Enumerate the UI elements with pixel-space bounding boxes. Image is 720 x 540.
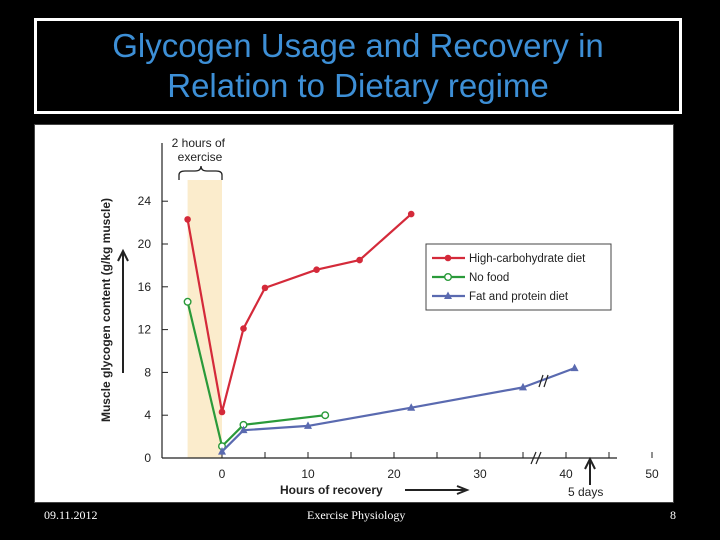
high-carb-point-2 (240, 325, 247, 332)
high-carb-point-6 (407, 210, 415, 218)
slide-title-line-2: Relation to Dietary regime (167, 67, 549, 104)
slide-title-box: Glycogen Usage and Recovery in Relation … (34, 18, 682, 114)
x-axis-arrow (405, 485, 470, 495)
exercise-brace (178, 165, 223, 180)
legend: High-carbohydrate diet No food Fat and pro… (432, 253, 586, 303)
x-axis-break (530, 451, 542, 465)
x-tick-label-8: 40 (559, 467, 573, 481)
high-carb-point-1 (218, 408, 226, 416)
legend-marker-no-food (444, 272, 453, 281)
high-carb-point-3 (261, 284, 269, 292)
page-number: 8 (670, 508, 676, 522)
x-tick-label-4: 20 (387, 467, 401, 481)
glycogen-chart: 2 hours of exercise 0 4 8 12 16 20 24 0 10 20 30 4… (99, 136, 659, 499)
footer-center-text: Exercise Physiology (307, 508, 406, 522)
legend-label-high-carb: High-carbohydrate diet (469, 253, 586, 265)
fat-protein-point-1 (239, 425, 248, 434)
footer-date: 09.11.2012 (44, 508, 98, 522)
y-tick-label-1: 4 (144, 408, 151, 422)
high-carb-point-4 (313, 266, 320, 273)
legend-label-fat-protein: Fat and protein diet (469, 291, 569, 303)
y-axis-arrow (117, 248, 129, 373)
series-layer (183, 210, 579, 455)
no-food-point-0 (183, 297, 192, 306)
five-days-label: 5 days (568, 485, 603, 499)
y-axis-ticks: 0 4 8 12 16 20 24 (138, 194, 168, 465)
fat-protein-line (221, 367, 575, 453)
x-axis-ticks: 0 10 20 30 40 50 (219, 452, 659, 481)
fat-protein-point-5 (570, 363, 579, 372)
series-break (538, 374, 549, 388)
y-tick-label-5: 20 (138, 237, 152, 251)
legend-marker-high-carb (444, 254, 452, 262)
slide-title-line-1: Glycogen Usage and Recovery in (112, 27, 604, 64)
high-carb-point-0 (184, 216, 191, 223)
fat-protein-point-2 (304, 421, 312, 429)
y-axis-label: Muscle glycogen content (g/kg muscle) (99, 198, 113, 422)
no-food-line (186, 301, 326, 448)
high-carb-point-5 (356, 256, 363, 264)
fat-protein-point-4 (519, 382, 527, 391)
y-tick-label-2: 8 (144, 365, 151, 379)
fat-protein-point-0 (218, 447, 226, 455)
x-tick-label-6: 30 (473, 467, 487, 481)
x-tick-label-0: 0 (219, 467, 226, 481)
y-tick-label-3: 12 (138, 323, 152, 337)
no-food-point-3 (321, 411, 330, 420)
five-days-arrow (584, 456, 596, 485)
legend-marker-fat-protein (444, 291, 452, 299)
x-tick-label-10: 50 (645, 467, 659, 481)
x-axis-label: Hours of recovery (280, 483, 383, 497)
fat-protein-point-3 (407, 403, 416, 411)
chart-figure: 2 hours of exercise 0 4 8 12 16 20 24 0 10 20 30 4… (34, 124, 674, 503)
y-tick-label-4: 16 (138, 280, 152, 294)
y-tick-label-0: 0 (144, 451, 151, 465)
x-tick-label-2: 10 (301, 467, 315, 481)
y-tick-label-6: 24 (138, 194, 152, 208)
exercise-annotation: 2 hours of exercise (172, 136, 229, 164)
legend-label-no-food: No food (469, 272, 509, 284)
